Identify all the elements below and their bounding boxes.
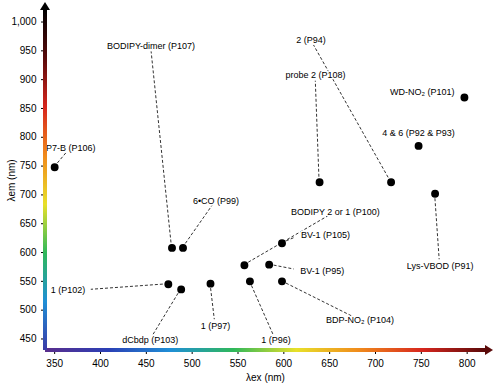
svg-text:1 (P102): 1 (P102) bbox=[51, 285, 86, 295]
svg-text:dCbdp (P103): dCbdp (P103) bbox=[122, 335, 178, 345]
svg-text:600: 600 bbox=[20, 247, 37, 258]
svg-text:550: 550 bbox=[20, 276, 37, 287]
svg-text:1 (P97): 1 (P97) bbox=[201, 321, 231, 331]
svg-text:2 (P94): 2 (P94) bbox=[296, 35, 326, 45]
svg-text:BV-1 (P95): BV-1 (P95) bbox=[300, 266, 344, 276]
svg-text:P7-B (P106): P7-B (P106) bbox=[46, 143, 96, 153]
svg-text:6•CO (P99): 6•CO (P99) bbox=[193, 196, 239, 206]
svg-text:650: 650 bbox=[20, 218, 37, 229]
svg-text:650: 650 bbox=[321, 358, 338, 369]
svg-text:1 (P96): 1 (P96) bbox=[261, 335, 291, 345]
svg-text:BV-1 (P105): BV-1 (P105) bbox=[301, 230, 350, 240]
svg-text:BODIPY 2 or 1 (P100): BODIPY 2 or 1 (P100) bbox=[291, 207, 380, 217]
svg-text:λem (nm): λem (nm) bbox=[6, 159, 17, 201]
svg-text:800: 800 bbox=[20, 131, 37, 142]
svg-text:400: 400 bbox=[92, 358, 109, 369]
svg-text:WD-NO₂ (P101): WD-NO₂ (P101) bbox=[390, 87, 455, 97]
svg-text:450: 450 bbox=[138, 358, 155, 369]
svg-text:BODIPY-dimer (P107): BODIPY-dimer (P107) bbox=[107, 41, 195, 51]
svg-text:750: 750 bbox=[413, 358, 430, 369]
svg-text:500: 500 bbox=[184, 358, 201, 369]
svg-text:450: 450 bbox=[20, 333, 37, 344]
svg-text:550: 550 bbox=[230, 358, 247, 369]
svg-text:λex (nm): λex (nm) bbox=[246, 372, 285, 383]
svg-text:700: 700 bbox=[20, 189, 37, 200]
svg-text:4 & 6 (P92 & P93): 4 & 6 (P92 & P93) bbox=[382, 128, 455, 138]
svg-text:900: 900 bbox=[20, 74, 37, 85]
svg-text:500: 500 bbox=[20, 304, 37, 315]
svg-text:600: 600 bbox=[275, 358, 292, 369]
svg-text:850: 850 bbox=[20, 103, 37, 114]
svg-text:950: 950 bbox=[20, 45, 37, 56]
svg-text:probe 2 (P108): probe 2 (P108) bbox=[286, 70, 346, 80]
svg-text:BDP-NO₂ (P104): BDP-NO₂ (P104) bbox=[326, 315, 394, 325]
svg-text:Lys-VBOD (P91): Lys-VBOD (P91) bbox=[407, 261, 474, 271]
svg-text:350: 350 bbox=[46, 358, 63, 369]
svg-text:1,000: 1,000 bbox=[11, 16, 36, 27]
svg-text:700: 700 bbox=[367, 358, 384, 369]
svg-text:750: 750 bbox=[20, 160, 37, 171]
svg-text:800: 800 bbox=[459, 358, 476, 369]
